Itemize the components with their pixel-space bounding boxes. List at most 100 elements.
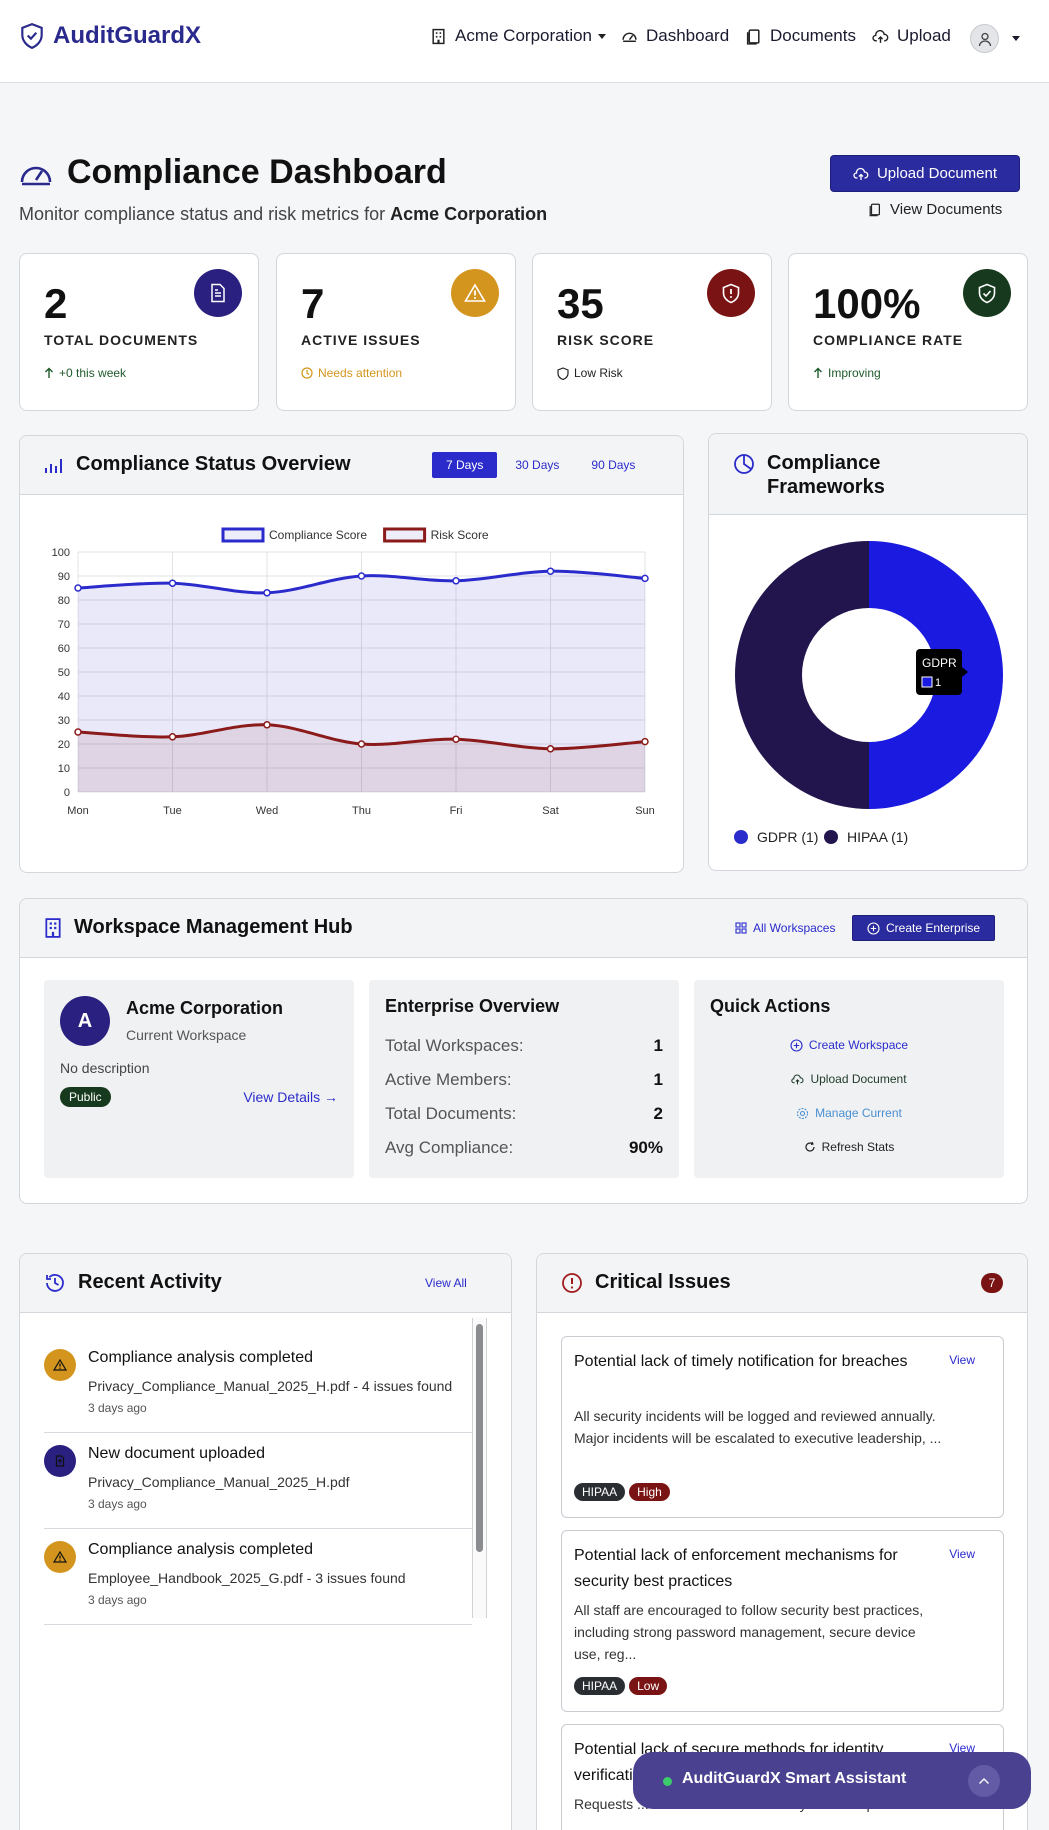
- activity-title: Compliance analysis completed: [88, 1541, 313, 1558]
- document-icon: [194, 269, 242, 317]
- y-tick-label: 40: [58, 691, 70, 703]
- x-tick-label: Mon: [67, 805, 88, 817]
- y-tick-label: 70: [58, 619, 70, 631]
- list-item[interactable]: New document uploaded Privacy_Compliance…: [44, 1433, 472, 1529]
- shield-check-icon: [963, 269, 1011, 317]
- stat-card-total-documents: 2 TOTAL DOCUMENTS +0 this week: [19, 253, 259, 411]
- donut-chart: GDPR 1 GDPR (1) HIPAA (1): [734, 541, 1003, 845]
- panel-header: Recent Activity View All: [20, 1254, 511, 1313]
- stat-value: 2: [44, 280, 68, 327]
- all-workspaces-label: All Workspaces: [753, 921, 836, 935]
- issue-description: All security incidents will be logged an…: [574, 1408, 942, 1446]
- smart-assistant-bar[interactable]: AuditGuardX Smart Assistant: [633, 1752, 1031, 1809]
- data-point: [357, 740, 366, 748]
- stat-card-compliance-rate: 100% COMPLIANCE RATE Improving: [788, 253, 1028, 411]
- refresh-stats-button[interactable]: Refresh Stats: [694, 1140, 1004, 1154]
- panel-header: Critical Issues 7: [537, 1254, 1027, 1313]
- view-details-link[interactable]: View Details →: [243, 1089, 338, 1105]
- shield-check-icon: [21, 22, 43, 50]
- stat-trend: Improving: [813, 366, 881, 380]
- grid-icon: [735, 922, 747, 934]
- current-workspace-card: A Acme Corporation Current Workspace No …: [44, 980, 354, 1178]
- issue-tags: HIPAA High: [574, 1483, 674, 1501]
- manage-current-label: Manage Current: [815, 1106, 902, 1120]
- issue-count-badge: 7: [981, 1273, 1003, 1293]
- enterprise-overview-title: Enterprise Overview: [385, 996, 560, 1016]
- issue-tags: HIPAA Low: [574, 1677, 671, 1695]
- tab-30-days[interactable]: 30 Days: [515, 458, 560, 472]
- view-issue-link[interactable]: View: [949, 1547, 975, 1561]
- legend-label: Compliance Score: [269, 528, 367, 542]
- view-documents-label: View Documents: [890, 201, 1003, 218]
- x-tick-label: Sat: [542, 805, 559, 817]
- enterprise-overview-card: Enterprise Overview Total Workspaces: 1 A…: [369, 980, 679, 1178]
- stat-row-key: Avg Compliance:: [385, 1138, 514, 1157]
- top-navbar: AuditGuardX Acme Corporation Dashboard D…: [0, 0, 1049, 83]
- stat-row-value: 90%: [628, 1138, 663, 1157]
- upload-document-button[interactable]: Upload Document: [830, 155, 1020, 192]
- nav-documents[interactable]: Documents: [745, 26, 856, 46]
- chevron-up-icon[interactable]: [968, 1765, 1000, 1797]
- data-point: [546, 745, 555, 753]
- nav-upload[interactable]: Upload: [872, 26, 951, 46]
- create-workspace-label: Create Workspace: [808, 1038, 909, 1052]
- data-point: [168, 579, 177, 587]
- legend-label: GDPR (1): [757, 829, 818, 845]
- refresh-stats-label: Refresh Stats: [821, 1140, 895, 1154]
- upload-document-label: Upload Document: [876, 165, 998, 182]
- page-subtitle-text: Monitor compliance status and risk metri…: [19, 204, 386, 224]
- view-issue-link[interactable]: View: [949, 1741, 975, 1755]
- stat-value: 35: [557, 280, 604, 327]
- org-selector[interactable]: Acme Corporation: [430, 26, 607, 46]
- y-tick-label: 0: [64, 787, 70, 799]
- x-tick-label: Sun: [635, 805, 655, 817]
- stat-card-risk-score: 35 RISK SCORE Low Risk: [532, 253, 772, 411]
- stat-value: 7: [301, 280, 325, 327]
- all-workspaces-button[interactable]: All Workspaces: [721, 915, 849, 941]
- scrollbar-track[interactable]: [472, 1318, 487, 1618]
- panel-title: Recent Activity: [44, 1271, 222, 1294]
- create-enterprise-button[interactable]: Create Enterprise: [852, 915, 996, 941]
- range-tabs: 7 Days 30 Days 90 Days: [432, 452, 649, 478]
- warning-icon: [451, 269, 499, 317]
- user-menu-caret-icon[interactable]: [1012, 36, 1020, 41]
- arrow-up-icon: [45, 367, 53, 378]
- user-avatar-button[interactable]: [970, 24, 999, 53]
- legend-label: Risk Score: [431, 528, 489, 542]
- list-item[interactable]: Compliance analysis completed Employee_H…: [44, 1529, 472, 1625]
- brand-logo[interactable]: AuditGuardX: [19, 22, 201, 50]
- warning-icon: [44, 1349, 76, 1381]
- workspace-name: Acme Corporation: [126, 998, 284, 1018]
- panel-title: Compliance Frameworks: [733, 451, 885, 499]
- create-workspace-button[interactable]: Create Workspace: [694, 1038, 1004, 1052]
- manage-current-button[interactable]: Manage Current: [694, 1106, 1004, 1120]
- quick-upload-button[interactable]: Upload Document: [694, 1072, 1004, 1086]
- list-item[interactable]: Compliance analysis completed Privacy_Co…: [44, 1337, 472, 1433]
- panel-title-text: Workspace Management Hub: [74, 916, 353, 938]
- warning-icon: [44, 1541, 76, 1573]
- scrollbar-thumb[interactable]: [476, 1324, 483, 1552]
- view-documents-button[interactable]: View Documents: [868, 201, 1002, 218]
- tab-7-days[interactable]: 7 Days: [432, 452, 498, 478]
- data-point: [452, 735, 460, 743]
- issue-card[interactable]: Potential lack of enforcement mechanisms…: [561, 1530, 1004, 1712]
- panel-title: Compliance Status Overview: [44, 453, 351, 476]
- issue-title: Potential lack of enforcement mechanisms…: [574, 1547, 898, 1590]
- issue-card[interactable]: Potential lack of timely notification fo…: [561, 1336, 1004, 1518]
- cloud-upload-icon: [791, 1073, 804, 1084]
- tab-90-days[interactable]: 90 Days: [591, 458, 636, 472]
- data-point: [74, 728, 82, 736]
- nav-dashboard[interactable]: Dashboard: [621, 26, 729, 46]
- data-point: [357, 572, 366, 580]
- view-issue-link[interactable]: View: [949, 1353, 975, 1367]
- view-all-link[interactable]: View All: [425, 1276, 467, 1290]
- data-point: [263, 721, 271, 729]
- y-tick-label: 20: [58, 739, 70, 751]
- stat-row: Active Members: 1: [385, 1070, 663, 1090]
- stat-trend: Needs attention: [301, 366, 402, 380]
- x-tick-label: Fri: [450, 805, 463, 817]
- activity-time: 3 days ago: [88, 1593, 147, 1607]
- activity-time: 3 days ago: [88, 1401, 147, 1415]
- shield-icon: [557, 366, 569, 380]
- page-subtitle-org: Acme Corporation: [390, 204, 548, 224]
